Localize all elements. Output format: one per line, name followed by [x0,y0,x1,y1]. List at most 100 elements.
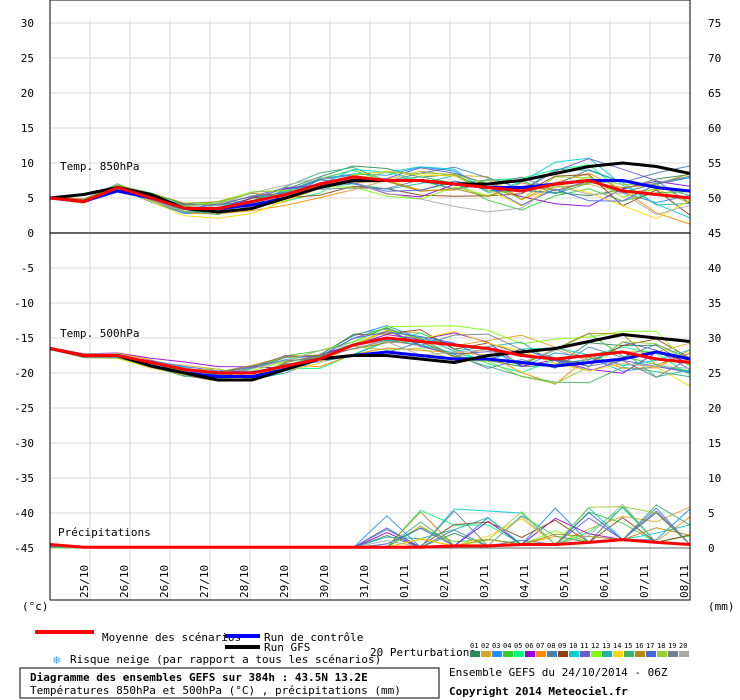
right-tick-label: 15 [708,437,721,450]
perturbation-swatch [613,651,623,657]
legend-mean-label: Moyenne des scénarios [102,631,241,644]
perturbation-legend: 01 02 03 04 05 06 07 08 09 10 11 12 13 14 15 16 17 18 19 20 [470,642,689,657]
date-tick-label: 31/10 [358,565,371,598]
left-tick-label: -5 [21,262,34,275]
date-tick-label: 04/11 [518,565,531,598]
right-tick-label: 40 [708,262,721,275]
perturbation-swatch [470,651,480,657]
perturbation-number: 18 [657,642,665,650]
series-line-t850 [49,161,691,214]
date-tick-label: 27/10 [198,565,211,598]
footer-title: Diagramme des ensembles GEFS sur 384h : … [30,671,368,684]
date-tick-label: 05/11 [558,565,571,598]
left-tick-label: 25 [21,52,34,65]
left-tick-label: -35 [14,472,34,485]
right-tick-label: 75 [708,17,721,30]
perturbation-number: 03 [492,642,500,650]
perturbation-swatch [624,651,634,657]
snowflake-icon: ❄ [53,653,60,667]
date-tick-label: 30/10 [318,565,331,598]
perturbation-swatch [657,651,667,657]
perturbation-number: 17 [646,642,654,650]
footer-box [19,667,440,699]
footer-run: Ensemble GEFS du 24/10/2014 - 06Z [449,666,668,679]
left-tick-label: -45 [14,542,34,555]
perturbation-number: 12 [591,642,599,650]
perturbation-number: 02 [481,642,489,650]
footer-subtitle: Températures 850hPa et 500hPa (°C) , pré… [30,684,401,697]
legend-control-label: Run de contrôle [264,631,363,644]
perturbation-number: 16 [635,642,643,650]
left-tick-label: -15 [14,332,34,345]
date-tick-label: 02/11 [438,565,451,598]
right-tick-label: 60 [708,122,721,135]
perturbation-number: 20 [679,642,687,650]
left-tick-label: 20 [21,87,34,100]
perturbation-swatch [481,651,491,657]
perturbation-line [49,168,691,213]
legend-perturbations-label: 20 Perturbations [370,646,476,659]
legend: Moyenne des scénarios Run de contrôle Ru… [35,630,689,667]
main-lines [49,161,691,549]
perturbation-line [49,177,691,216]
section-label-t850: Temp. 850hPa [60,160,139,173]
right-unit-label: (mm) [708,600,735,613]
right-tick-label: 10 [708,472,721,485]
perturbation-swatch [679,651,689,657]
right-tick-label: 5 [708,507,715,520]
right-tick-label: 50 [708,192,721,205]
perturbation-swatch [602,651,612,657]
date-tick-label: 26/10 [118,565,131,598]
date-tick-label: 06/11 [598,565,611,598]
left-tick-label: 30 [21,17,34,30]
perturbation-swatch [547,651,557,657]
left-tick-label: 0 [27,227,34,240]
right-tick-label: 55 [708,157,721,170]
date-tick-label: 03/11 [478,565,491,598]
left-tick-label: -30 [14,437,34,450]
perturbation-number: 08 [547,642,555,650]
left-tick-label: -20 [14,367,34,380]
perturbation-number: 06 [525,642,533,650]
series-line-t500 [49,336,691,375]
footer-copyright: Copyright 2014 Meteociel.fr [449,685,628,698]
left-tick-label: -25 [14,402,34,415]
right-tick-label: 30 [708,332,721,345]
left-tick-label: 10 [21,157,34,170]
date-tick-label: 07/11 [638,565,651,598]
axes [49,0,691,601]
left-tick-label: 15 [21,122,34,135]
legend-gfs-label: Run GFS [264,641,310,654]
section-label-t500: Temp. 500hPa [60,327,139,340]
perturbation-number: 11 [580,642,588,650]
right-tick-label: 70 [708,52,721,65]
right-tick-label: 45 [708,227,721,240]
plot-frame [49,0,691,601]
right-tick-label: 35 [708,297,721,310]
legend-snow-label: Risque neige (par rapport a tous les scé… [70,653,381,666]
perturbation-number: 09 [558,642,566,650]
perturbation-swatch [503,651,513,657]
perturbation-line [49,170,691,220]
right-tick-label: 0 [708,542,715,555]
perturbation-number: 15 [624,642,632,650]
perturbation-swatch [646,651,656,657]
perturbation-number: 10 [569,642,577,650]
date-tick-label: 29/10 [278,565,291,598]
perturbation-swatch [558,651,568,657]
left-tick-label: -40 [14,507,34,520]
perturbation-line [49,331,691,372]
left-tick-label: 5 [27,192,34,205]
perturbation-swatch [668,651,678,657]
perturbation-number: 05 [514,642,522,650]
date-tick-label: 01/11 [398,565,411,598]
date-tick-label: 26/10 [158,565,171,598]
perturbation-swatch [569,651,579,657]
perturbation-number: 13 [602,642,610,650]
series-line-precip [49,538,691,549]
perturbation-swatch [580,651,590,657]
date-tick-label: 25/10 [78,565,91,598]
right-tick-label: 65 [708,87,721,100]
